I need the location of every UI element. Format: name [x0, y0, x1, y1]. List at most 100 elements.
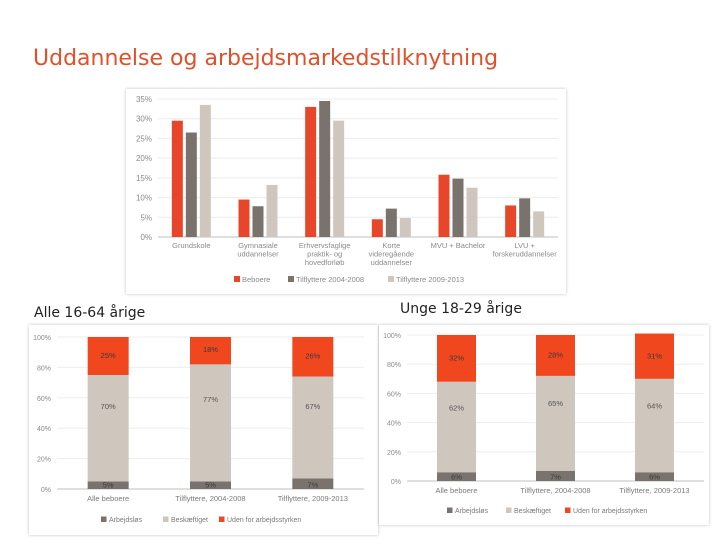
bar: [171, 120, 183, 237]
x-category-label: LVU +: [514, 241, 535, 250]
data-label: 70%: [101, 402, 116, 411]
y-tick-label: 100%: [383, 333, 401, 340]
bar: [438, 174, 450, 237]
data-label: 5%: [205, 481, 216, 490]
legend-swatch: [506, 507, 512, 513]
x-category-label: Korte: [382, 241, 400, 250]
data-label: 7%: [307, 481, 318, 490]
y-tick-label: 0%: [140, 233, 152, 242]
legend-swatch: [565, 507, 571, 513]
y-tick-label: 40%: [387, 421, 401, 428]
labor-chart-all-svg: 0% 20% 40% 60% 80% 100% 5% 70% 25% Alle beboere 5%…: [33, 335, 364, 524]
y-tick-label: 35%: [136, 95, 152, 104]
bar: [385, 208, 397, 237]
y-tick-label: 60%: [387, 391, 401, 398]
x-category-label: uddannelser: [371, 258, 413, 267]
stacked-segment: [87, 375, 129, 482]
data-label: 32%: [449, 354, 464, 363]
stacked-segment: [87, 481, 129, 489]
stacked-segment: [292, 376, 334, 479]
x-category-label: Tilflyttere, 2009-2013: [619, 486, 689, 495]
x-category-label: praktik- og: [307, 250, 342, 259]
slide-title: Uddannelse og arbejdsmarkedstilknytning: [33, 46, 499, 71]
subtitle-young: Unge 18-29 årige: [400, 301, 522, 317]
legend-swatch: [447, 507, 453, 513]
data-label: 77%: [203, 395, 218, 404]
data-label: 62%: [449, 404, 464, 413]
stacked-segment: [190, 364, 231, 482]
stacked-segment: [190, 481, 231, 489]
subtitle-all: Alle 16-64 årige: [34, 305, 146, 321]
legend-label: Uden for arbejdsstyrken: [227, 517, 301, 524]
bar: [466, 187, 478, 237]
bar: [305, 106, 317, 237]
bar: [199, 104, 211, 238]
bar: [266, 184, 278, 237]
bar: [333, 120, 345, 237]
stacked-segment: [437, 472, 476, 481]
data-label: 5%: [103, 481, 114, 490]
x-category-label: Tilflyttere, 2004-2008: [175, 494, 245, 503]
y-tick-label: 15%: [136, 174, 152, 183]
bar: [238, 199, 250, 237]
x-category-label: Grundskole: [172, 241, 210, 250]
stacked-segment: [190, 337, 231, 365]
legend-label: Beboere: [242, 275, 270, 284]
y-tick-label: 5%: [140, 213, 152, 222]
y-tick-label: 60%: [37, 396, 51, 403]
bar: [399, 218, 411, 237]
bar: [452, 178, 464, 237]
legend-label: Tilflyttere 2009-2013: [396, 275, 464, 284]
legend-label: Arbejdsløs: [455, 508, 489, 515]
x-category-label: Gymnasiale: [238, 241, 278, 250]
x-category-label: Tilflyttere, 2004-2008: [520, 486, 590, 495]
legend-label: Arbejdsløs: [109, 517, 143, 524]
stacked-segment: [437, 381, 476, 473]
x-category-label: Alle beboere: [87, 494, 129, 503]
data-label: 25%: [101, 351, 116, 360]
y-tick-label: 10%: [136, 194, 152, 203]
y-tick-label: 20%: [136, 154, 152, 163]
y-tick-label: 20%: [387, 450, 401, 457]
legend-swatch: [101, 516, 107, 522]
bar: [319, 100, 331, 237]
bar: [185, 132, 197, 237]
y-tick-label: 0%: [391, 479, 401, 486]
bar: [252, 206, 264, 237]
stacked-segment: [635, 333, 674, 379]
legend-swatch: [163, 516, 169, 522]
x-category-label: Tilflyttere, 2009-2013: [278, 494, 348, 503]
stacked-segment: [536, 335, 575, 376]
y-tick-label: 40%: [37, 426, 51, 433]
legend-label: Tilflyttere 2004-2008: [296, 275, 364, 284]
y-tick-label: 100%: [33, 335, 51, 342]
data-label: 7%: [550, 473, 561, 482]
y-tick-label: 30%: [136, 115, 152, 124]
y-tick-label: 0%: [41, 487, 51, 494]
data-label: 31%: [647, 351, 662, 360]
stacked-segment: [635, 472, 674, 481]
x-category-label: MVU + Bachelor: [431, 241, 486, 250]
bar: [371, 219, 383, 237]
labor-chart-young-svg: 0% 20% 40% 60% 80% 100% 6% 62% 32% Alle beboere 7%…: [383, 333, 704, 515]
legend-label: Beskæftiget: [171, 517, 208, 524]
x-category-label: videregående: [369, 250, 414, 259]
bar: [505, 205, 517, 237]
x-category-label: Alle beboere: [435, 486, 477, 495]
legend-swatch: [219, 516, 225, 522]
bar: [519, 198, 531, 237]
stacked-segment: [536, 470, 575, 481]
labor-chart-all: 0% 20% 40% 60% 80% 100% 5% 70% 25% Alle beboere 5%…: [29, 325, 378, 535]
education-chart-svg: 0% 5% 10% 15% 20% 25% 30% 35% Grundskole Gymnasia…: [136, 95, 558, 284]
y-tick-label: 80%: [37, 365, 51, 372]
legend-swatch: [288, 276, 294, 282]
x-category-label: forskeruddannelser: [493, 250, 558, 259]
x-category-label: hovedforløb: [305, 258, 345, 267]
x-category-label: uddannelser: [237, 250, 279, 259]
data-label: 18%: [203, 345, 218, 354]
stacked-segment: [437, 335, 476, 382]
education-chart: 0% 5% 10% 15% 20% 25% 30% 35% Grundskole Gymnasia…: [126, 89, 566, 294]
data-label: 65%: [548, 399, 563, 408]
y-tick-label: 25%: [136, 134, 152, 143]
data-label: 67%: [305, 402, 320, 411]
